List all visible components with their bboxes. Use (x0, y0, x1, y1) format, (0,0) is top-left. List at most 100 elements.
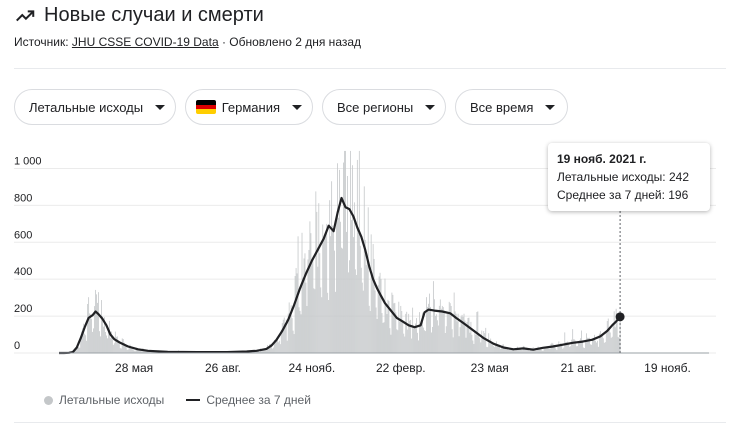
daily-death-bar (319, 253, 321, 353)
trending-up-icon (16, 9, 35, 21)
daily-death-bar (557, 344, 559, 353)
daily-death-bar (92, 331, 93, 353)
daily-death-bar (419, 312, 420, 353)
daily-death-bar (132, 349, 134, 353)
daily-death-bar (410, 319, 412, 353)
daily-death-bar (534, 350, 536, 353)
daily-death-bar (477, 311, 479, 353)
daily-death-bar (411, 338, 413, 353)
daily-death-bar (421, 320, 422, 353)
daily-death-bar (372, 244, 374, 353)
daily-death-bar (412, 307, 414, 353)
daily-death-bar (296, 273, 298, 353)
daily-death-bar (94, 306, 95, 353)
daily-death-bar (615, 308, 617, 353)
daily-death-bar (473, 343, 475, 353)
daily-death-bar (444, 332, 446, 353)
daily-death-bar (388, 301, 390, 353)
daily-death-bar (269, 343, 271, 353)
daily-death-bar (618, 337, 620, 353)
daily-death-bar (133, 350, 135, 353)
daily-death-bar (455, 313, 457, 353)
daily-death-bar (589, 337, 590, 353)
daily-death-bar (413, 328, 415, 353)
daily-death-bar (126, 349, 128, 353)
daily-death-bar (453, 292, 455, 353)
daily-death-bar (106, 335, 107, 353)
daily-death-bar (481, 330, 483, 353)
daily-death-bar (82, 328, 84, 353)
daily-death-bar (397, 330, 399, 353)
daily-death-bar (513, 348, 514, 353)
daily-death-bar (141, 351, 143, 353)
daily-death-bar (475, 334, 477, 353)
daily-death-bar (355, 274, 357, 353)
daily-death-bar (341, 247, 342, 353)
daily-death-bar (327, 292, 329, 353)
country-dropdown[interactable]: Германия (185, 89, 313, 125)
daily-death-bar (258, 351, 259, 353)
daily-death-bar (389, 328, 391, 353)
daily-death-bar (138, 349, 140, 353)
daily-death-bar (600, 335, 602, 353)
daily-death-bar (357, 232, 359, 353)
daily-death-bar (543, 346, 545, 353)
daily-death-bar (351, 165, 353, 353)
daily-death-bar (586, 333, 587, 353)
daily-death-bar (373, 258, 375, 353)
daily-death-bar (596, 340, 598, 353)
daily-death-bar (313, 288, 315, 353)
daily-death-bar (506, 349, 507, 353)
daily-death-bar (550, 343, 552, 353)
daily-death-bar (89, 313, 91, 353)
daily-death-bar (99, 331, 100, 353)
daily-death-bar (85, 335, 87, 353)
metric-dropdown[interactable]: Летальные исходы (14, 89, 176, 125)
daily-death-bar (510, 349, 511, 353)
daily-death-bar (295, 268, 297, 353)
daily-death-bar (479, 338, 481, 353)
daily-death-bar (579, 340, 580, 353)
y-tick-label: 0 (14, 340, 20, 352)
daily-death-bar (530, 348, 532, 353)
daily-death-bar (83, 323, 85, 353)
tooltip-deaths: Летальные исходы: 242 (557, 170, 689, 184)
daily-death-bar (435, 314, 437, 353)
daily-death-bar (544, 347, 546, 353)
daily-death-bar (434, 315, 436, 353)
daily-death-bar (90, 314, 92, 353)
daily-death-bar (462, 316, 464, 353)
daily-death-bar (611, 336, 613, 353)
source-link[interactable]: JHU CSSE COVID-19 Data (71, 35, 219, 49)
daily-death-bar (441, 305, 443, 353)
filter-bar: Летальные исходы Германия Все регионы Вс… (14, 89, 577, 125)
daily-death-bar (286, 340, 288, 353)
daily-death-bar (379, 272, 381, 353)
daily-death-bar (603, 342, 605, 353)
daily-death-bar (345, 150, 346, 353)
daily-death-bar (433, 299, 435, 353)
daily-death-bar (501, 347, 502, 353)
daily-death-bar (104, 317, 105, 353)
daily-death-bar (582, 340, 583, 353)
daily-death-bar (306, 306, 308, 353)
daily-death-bar (538, 349, 540, 353)
daily-death-bar (450, 305, 452, 353)
regions-dropdown[interactable]: Все регионы (322, 89, 446, 125)
daily-death-bar (423, 327, 424, 353)
daily-death-bar (408, 313, 410, 353)
daily-death-bar (97, 302, 98, 353)
period-dropdown[interactable]: Все время (455, 89, 568, 125)
daily-death-bar (293, 334, 295, 353)
daily-death-bar (553, 344, 555, 353)
germany-flag-icon (196, 100, 216, 114)
daily-death-bar (427, 306, 428, 353)
daily-death-bar (542, 350, 544, 353)
daily-death-bar (329, 200, 331, 353)
daily-death-bar (499, 344, 500, 353)
daily-death-bar (515, 349, 517, 353)
deaths-chart[interactable]: 0 200 400 600 800 1 000 28 мая 26 авг. 24 нояб. 2… (0, 140, 730, 385)
daily-death-bar (268, 347, 269, 353)
daily-death-bar (590, 344, 591, 353)
page-title: Новые случаи и смерти (44, 4, 264, 26)
